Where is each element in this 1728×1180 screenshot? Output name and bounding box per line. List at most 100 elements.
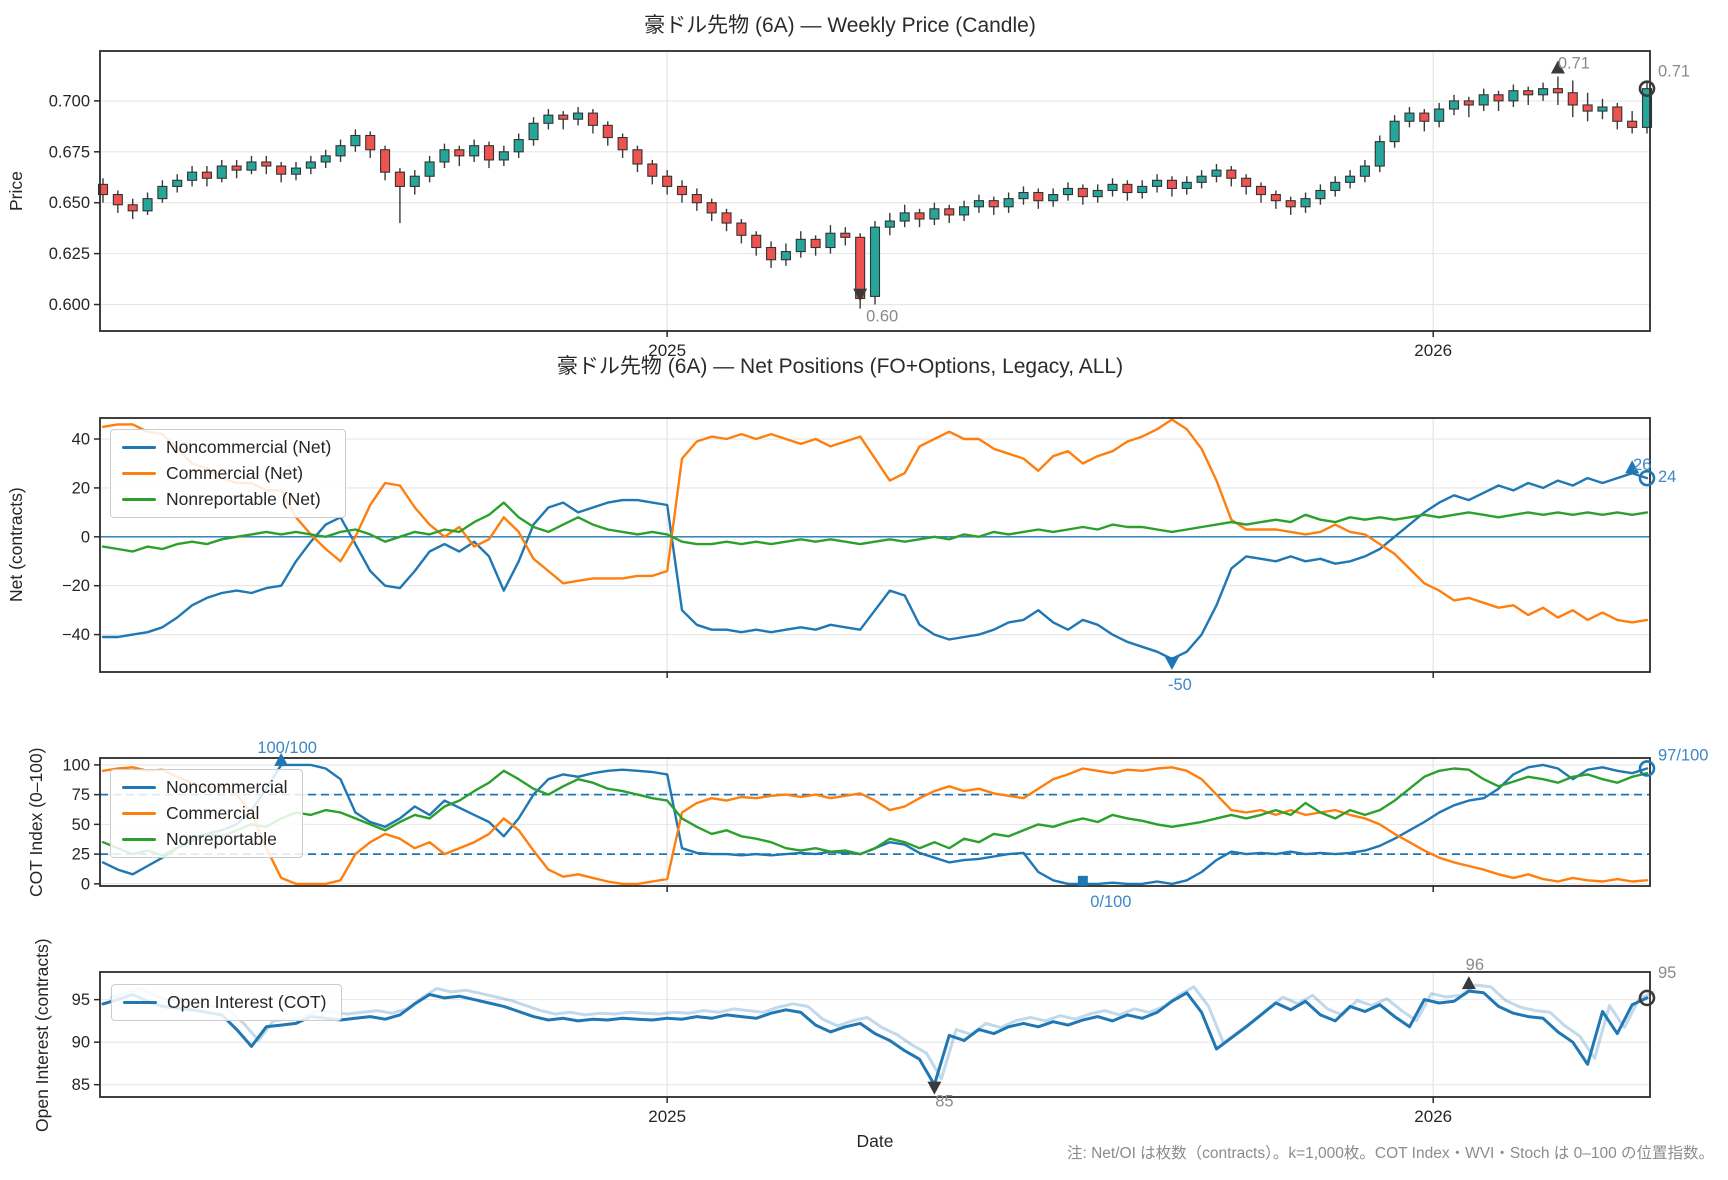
noncommercial-net-swatch-icon bbox=[122, 445, 156, 450]
annotation-max-label: 96 bbox=[1466, 956, 1484, 974]
candle-down bbox=[394, 171, 405, 187]
last-point-marker-icon bbox=[1638, 760, 1656, 777]
candle-up bbox=[1404, 112, 1415, 122]
price-panel-title: 豪ドル先物 (6A) — Weekly Price (Candle) bbox=[644, 14, 1036, 37]
legend-label: Nonreportable (Net) bbox=[166, 489, 321, 509]
series-line bbox=[101, 766, 1649, 886]
candle-down bbox=[914, 212, 925, 220]
cot-index-panel-legend: Noncommercial Commercial Nonreportable bbox=[110, 769, 303, 858]
candle-up bbox=[780, 251, 791, 261]
cot_index-panel: 100 75 50 25 0 100/100 0/100 97/100 bbox=[62, 739, 1708, 911]
commercial-net-swatch-icon bbox=[122, 471, 156, 476]
y-tick-label: 75 bbox=[72, 786, 90, 804]
candle-down bbox=[602, 124, 613, 139]
candle-up bbox=[869, 226, 881, 297]
candle-down bbox=[721, 212, 732, 224]
candle-up bbox=[350, 134, 361, 147]
series-echo-line bbox=[109, 983, 1655, 1081]
candle-down bbox=[1122, 183, 1133, 194]
y-tick-label: 85 bbox=[72, 1076, 90, 1094]
legend-item: Nonreportable bbox=[122, 829, 288, 850]
y-tick-label: −40 bbox=[62, 626, 90, 644]
legend-item: Noncommercial (Net) bbox=[122, 437, 331, 458]
open-interest-panel-legend: Open Interest (COT) bbox=[111, 984, 342, 1021]
candle-up bbox=[216, 165, 227, 179]
candle-down bbox=[558, 114, 569, 120]
candle-down bbox=[483, 145, 495, 161]
net-panel: 40 20 0 −20 −40 26 -50 24 bbox=[62, 417, 1676, 694]
max-marker-icon bbox=[1550, 60, 1565, 74]
candle-up bbox=[1508, 90, 1519, 102]
candle-up bbox=[929, 208, 940, 220]
y-tick-label: 20 bbox=[72, 479, 90, 497]
candle-down bbox=[632, 149, 643, 165]
x-tick-label: 2025 bbox=[648, 1107, 686, 1126]
candle-down bbox=[1033, 191, 1044, 202]
candle-up bbox=[884, 220, 895, 228]
annotation-last-label: 0.71 bbox=[1658, 63, 1690, 81]
x-axis-label: Date bbox=[856, 1131, 894, 1151]
footnote: 注: Net/OI は枚数（contracts）。k=1,000枚。COT In… bbox=[1066, 1145, 1714, 1162]
candle-down bbox=[1285, 200, 1296, 208]
candle-up bbox=[1538, 88, 1549, 96]
y-tick-label: 90 bbox=[72, 1034, 90, 1052]
candle-up bbox=[320, 155, 331, 163]
nonreportable-net-swatch-icon bbox=[122, 497, 156, 502]
candle-up bbox=[1300, 198, 1311, 208]
candle-up bbox=[795, 238, 806, 253]
legend-item: Open Interest (COT) bbox=[123, 992, 327, 1013]
candle-down bbox=[617, 136, 628, 151]
candle-down bbox=[751, 234, 762, 249]
candle-up bbox=[1448, 100, 1460, 110]
candle-down bbox=[1166, 179, 1177, 190]
max-marker-icon bbox=[1625, 460, 1640, 474]
y-tick-label: 0.700 bbox=[49, 92, 90, 110]
candle-up bbox=[172, 179, 183, 187]
candle-down bbox=[127, 204, 138, 212]
candle-up bbox=[1597, 106, 1608, 112]
candle-up bbox=[959, 206, 970, 216]
candle-down bbox=[1582, 104, 1593, 112]
candle-down bbox=[676, 185, 688, 196]
max-marker-icon bbox=[274, 752, 289, 766]
candle-down bbox=[1493, 94, 1504, 102]
legend-label: Commercial (Net) bbox=[166, 463, 304, 483]
candle-down bbox=[944, 208, 955, 216]
annotation-max-label: 0.71 bbox=[1558, 54, 1590, 72]
candle-down bbox=[1567, 92, 1578, 106]
cot-index-y-axis-label: COT Index (0–100) bbox=[26, 747, 46, 897]
candle-up bbox=[573, 112, 584, 120]
annotation-min-label: 0.60 bbox=[866, 308, 898, 326]
legend-label: Open Interest (COT) bbox=[167, 992, 327, 1012]
candle-up bbox=[1048, 194, 1059, 202]
candle-down bbox=[587, 112, 598, 126]
candle-down bbox=[112, 194, 123, 206]
candle-up bbox=[1181, 181, 1192, 190]
annotation-max-label: 100/100 bbox=[257, 739, 317, 757]
net-y-axis-label: Net (contracts) bbox=[6, 487, 26, 603]
candle-down bbox=[1627, 120, 1638, 128]
open_interest-panel: 95 90 85 2025 2026 96 85 95 bbox=[72, 956, 1677, 1126]
annotation-min-label: 0/100 bbox=[1090, 893, 1131, 911]
candle-up bbox=[1107, 183, 1118, 192]
series-line bbox=[101, 989, 1649, 1087]
min-marker-icon bbox=[853, 288, 868, 302]
candle-down bbox=[1552, 88, 1563, 94]
candle-up bbox=[1003, 198, 1014, 208]
candle-down bbox=[380, 149, 391, 173]
y-tick-label: −20 bbox=[62, 577, 90, 595]
candle-up bbox=[1330, 181, 1341, 192]
candle-up bbox=[1359, 165, 1370, 177]
open-interest-swatch-icon bbox=[123, 1000, 157, 1005]
series-line bbox=[101, 501, 1649, 553]
candle-up bbox=[1092, 189, 1103, 198]
candle-down bbox=[454, 149, 465, 157]
last-point-marker-icon bbox=[1638, 80, 1656, 97]
legend-item: Noncommercial bbox=[122, 777, 288, 798]
y-tick-label: 40 bbox=[72, 431, 90, 449]
series-line bbox=[101, 418, 1649, 624]
y-tick-label: 95 bbox=[72, 991, 90, 1009]
legend-item: Nonreportable (Net) bbox=[122, 489, 331, 510]
